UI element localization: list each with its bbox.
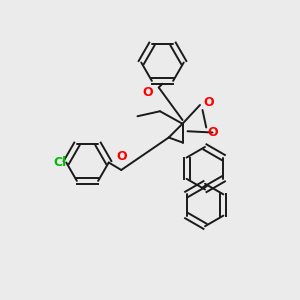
Text: O: O: [207, 126, 218, 139]
Text: Cl: Cl: [53, 156, 67, 169]
Text: O: O: [142, 86, 153, 99]
Text: O: O: [203, 96, 214, 109]
Text: O: O: [116, 150, 127, 163]
